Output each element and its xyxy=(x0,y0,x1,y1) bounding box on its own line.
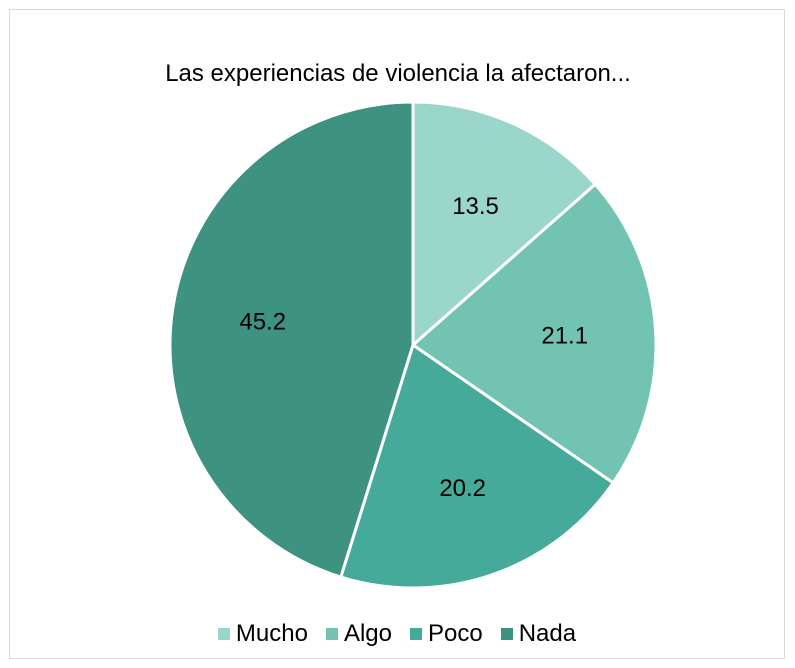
pie-slice-mucho xyxy=(411,100,597,347)
chart-title: Las experiencias de violencia la afectar… xyxy=(165,60,631,87)
data-label-mucho: 13.5 xyxy=(452,193,499,220)
legend-label-mucho: Mucho xyxy=(235,620,308,647)
legend-item-mucho: Mucho xyxy=(217,620,308,648)
legend-swatch-algo xyxy=(325,628,338,640)
pie-data-labels: 13.5 21.1 20.2 45.2 xyxy=(239,193,588,502)
legend-label-poco: Poco xyxy=(428,620,483,647)
pie-slice-poco xyxy=(339,343,615,590)
legend-label-algo: Algo xyxy=(343,620,392,647)
data-label-nada: 45.2 xyxy=(239,309,286,336)
legend-item-algo: Algo xyxy=(325,620,392,648)
pie-slice-nada xyxy=(168,100,415,579)
legend-label-nada: Nada xyxy=(518,620,577,647)
legend-swatch-poco xyxy=(410,628,422,640)
legend-swatch-nada xyxy=(500,628,513,640)
data-label-poco: 20.2 xyxy=(439,475,486,502)
legend-item-poco: Poco xyxy=(410,620,483,648)
legend-swatch-mucho xyxy=(217,628,230,640)
legend: Mucho Algo Poco Nada xyxy=(9,620,785,648)
legend-item-nada: Nada xyxy=(500,620,577,648)
data-label-algo: 21.1 xyxy=(541,322,588,349)
pie-slices xyxy=(168,100,658,590)
pie-slice-algo xyxy=(411,182,658,485)
